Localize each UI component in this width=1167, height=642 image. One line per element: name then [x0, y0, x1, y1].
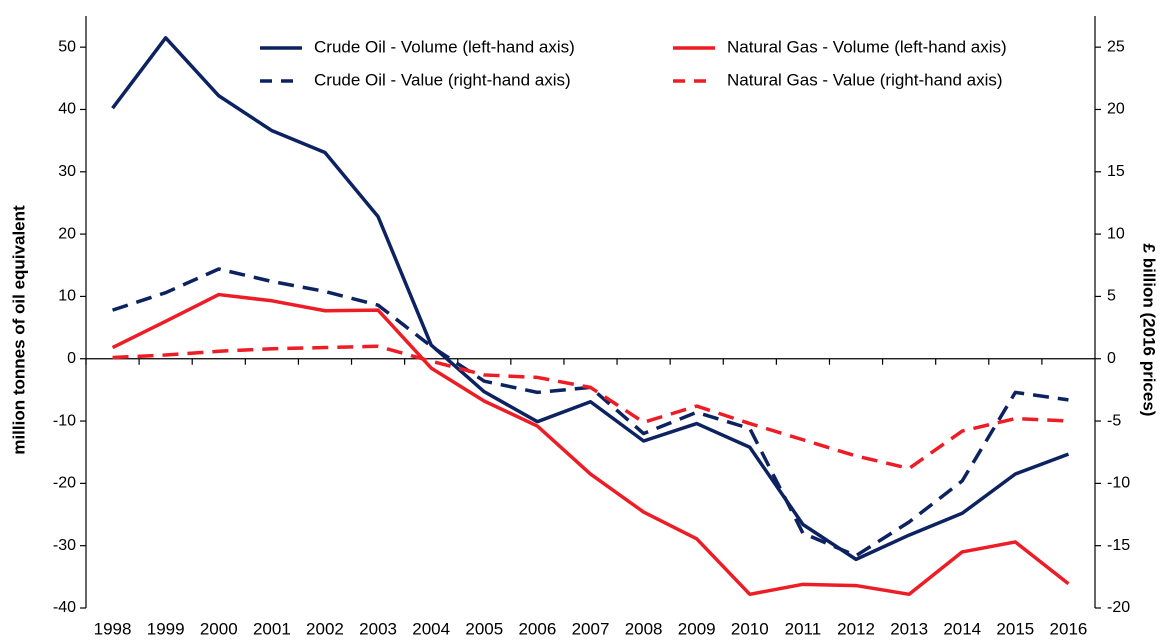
- x-tick-label: 2006: [518, 619, 556, 638]
- y2-axis-title: £ billion (2016 prices): [1140, 244, 1159, 417]
- x-tick-label: 2005: [465, 619, 503, 638]
- legend-label: Crude Oil - Volume (left-hand axis): [314, 37, 575, 56]
- y-tick-label: 20: [58, 225, 76, 242]
- y2-tick-label: 10: [1107, 225, 1125, 242]
- y2-tick-label: -20: [1107, 599, 1130, 616]
- y-axis-title: million tonnes of oil equivalent: [9, 205, 28, 455]
- legend-label: Natural Gas - Value (right-hand axis): [727, 70, 1003, 89]
- series-line: [111, 36, 1070, 562]
- y2-tick-label: 15: [1107, 163, 1125, 180]
- x-tick-label: 2007: [572, 619, 610, 638]
- y2-tick-label: -5: [1107, 412, 1121, 429]
- legend-label: Crude Oil - Value (right-hand axis): [314, 70, 571, 89]
- x-tick-label: 2003: [359, 619, 397, 638]
- series-line: [112, 267, 1069, 558]
- x-tick-label: 2000: [200, 619, 238, 638]
- y-tick-label: -30: [53, 537, 76, 554]
- x-tick-label: 1999: [147, 619, 185, 638]
- y2-tick-label: 5: [1107, 288, 1116, 305]
- series-line: [111, 292, 1070, 597]
- y2-tick-label: -10: [1107, 475, 1130, 492]
- y2-tick-label: -15: [1107, 537, 1130, 554]
- y-tick-label: 0: [67, 350, 76, 367]
- y-tick-label: 40: [58, 101, 76, 118]
- x-tick-label: 2015: [996, 619, 1034, 638]
- y-tick-label: -20: [53, 475, 76, 492]
- legend-label: Natural Gas - Volume (left-hand axis): [727, 37, 1007, 56]
- x-tick-label: 2002: [306, 619, 344, 638]
- y-tick-label: 10: [58, 288, 76, 305]
- series-line: [112, 344, 1069, 471]
- x-tick-label: 2014: [943, 619, 981, 638]
- y-tick-label: 30: [58, 163, 76, 180]
- x-tick-label: 2010: [731, 619, 769, 638]
- y2-tick-label: 0: [1107, 350, 1116, 367]
- x-tick-label: 2008: [625, 619, 663, 638]
- y-tick-label: 50: [58, 38, 76, 55]
- x-tick-label: 2013: [890, 619, 928, 638]
- y-tick-label: -10: [53, 412, 76, 429]
- x-tick-label: 1998: [94, 619, 132, 638]
- y2-tick-label: 20: [1107, 101, 1125, 118]
- x-tick-label: 2004: [412, 619, 450, 638]
- y2-tick-label: 25: [1107, 38, 1125, 55]
- x-tick-label: 2016: [1050, 619, 1088, 638]
- y-tick-label: -40: [53, 599, 76, 616]
- x-tick-label: 2001: [253, 619, 291, 638]
- x-tick-label: 2011: [785, 619, 822, 638]
- x-tick-label: 2009: [678, 619, 716, 638]
- x-tick-label: 2012: [837, 619, 875, 638]
